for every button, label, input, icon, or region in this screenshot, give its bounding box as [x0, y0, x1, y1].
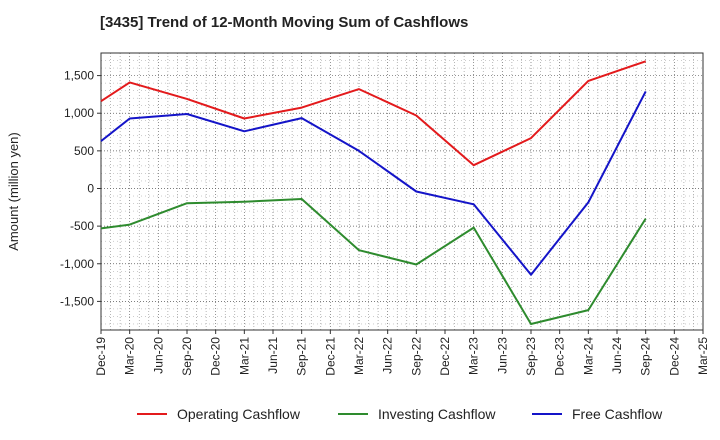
y-tick-label: 500: [74, 144, 94, 158]
series-line-investing-cashflow: [100, 198, 647, 325]
chart-title: [3435] Trend of 12-Month Moving Sum of C…: [100, 14, 469, 31]
x-tick-label: Jun-24: [610, 337, 624, 374]
x-tick-label: Dec-20: [209, 337, 223, 376]
y-tick-label: 1,000: [64, 106, 94, 120]
y-tick-label: -500: [70, 219, 94, 233]
x-tick-label: Mar-25: [696, 337, 710, 375]
x-tick-label: Dec-22: [438, 337, 452, 376]
plot-area: [101, 53, 703, 330]
y-tick-label: -1,000: [60, 257, 94, 271]
x-tick-label: Mar-22: [352, 337, 366, 375]
x-tick-label: Sep-21: [295, 337, 309, 376]
y-tick-label: 1,500: [64, 69, 94, 83]
x-tick-label: Sep-20: [180, 337, 194, 376]
plot-border: [100, 52, 704, 331]
x-tick-label: Dec-24: [667, 337, 681, 376]
y-axis-title: Amount (million yen): [6, 132, 21, 251]
x-tick-label: Mar-21: [237, 337, 251, 375]
x-tick-label: Mar-23: [467, 337, 481, 375]
x-tick-label: Mar-20: [123, 337, 137, 375]
legend-label-operating-cashflow: Operating Cashflow: [177, 406, 301, 422]
x-tick-label: Sep-22: [409, 337, 423, 376]
x-tick-label: Dec-21: [323, 337, 337, 376]
legend-label-investing-cashflow: Investing Cashflow: [378, 406, 496, 422]
x-tick-label: Jun-23: [495, 337, 509, 374]
x-tick-label: Dec-23: [553, 337, 567, 376]
series-line-operating-cashflow: [100, 60, 647, 167]
x-tick-label: Mar-24: [581, 337, 595, 375]
x-tick-label: Sep-23: [524, 337, 538, 376]
x-tick-label: Jun-21: [266, 337, 280, 374]
x-tick-label: Dec-19: [94, 337, 108, 376]
x-tick-label: Jun-20: [151, 337, 165, 374]
y-tick-label: 0: [87, 181, 94, 195]
x-tick-label: Jun-22: [381, 337, 395, 374]
x-tick-label: Sep-24: [639, 337, 653, 376]
y-tick-label: -1,500: [60, 294, 94, 308]
series-line-free-cashflow: [100, 90, 647, 276]
legend-label-free-cashflow: Free Cashflow: [572, 406, 663, 422]
